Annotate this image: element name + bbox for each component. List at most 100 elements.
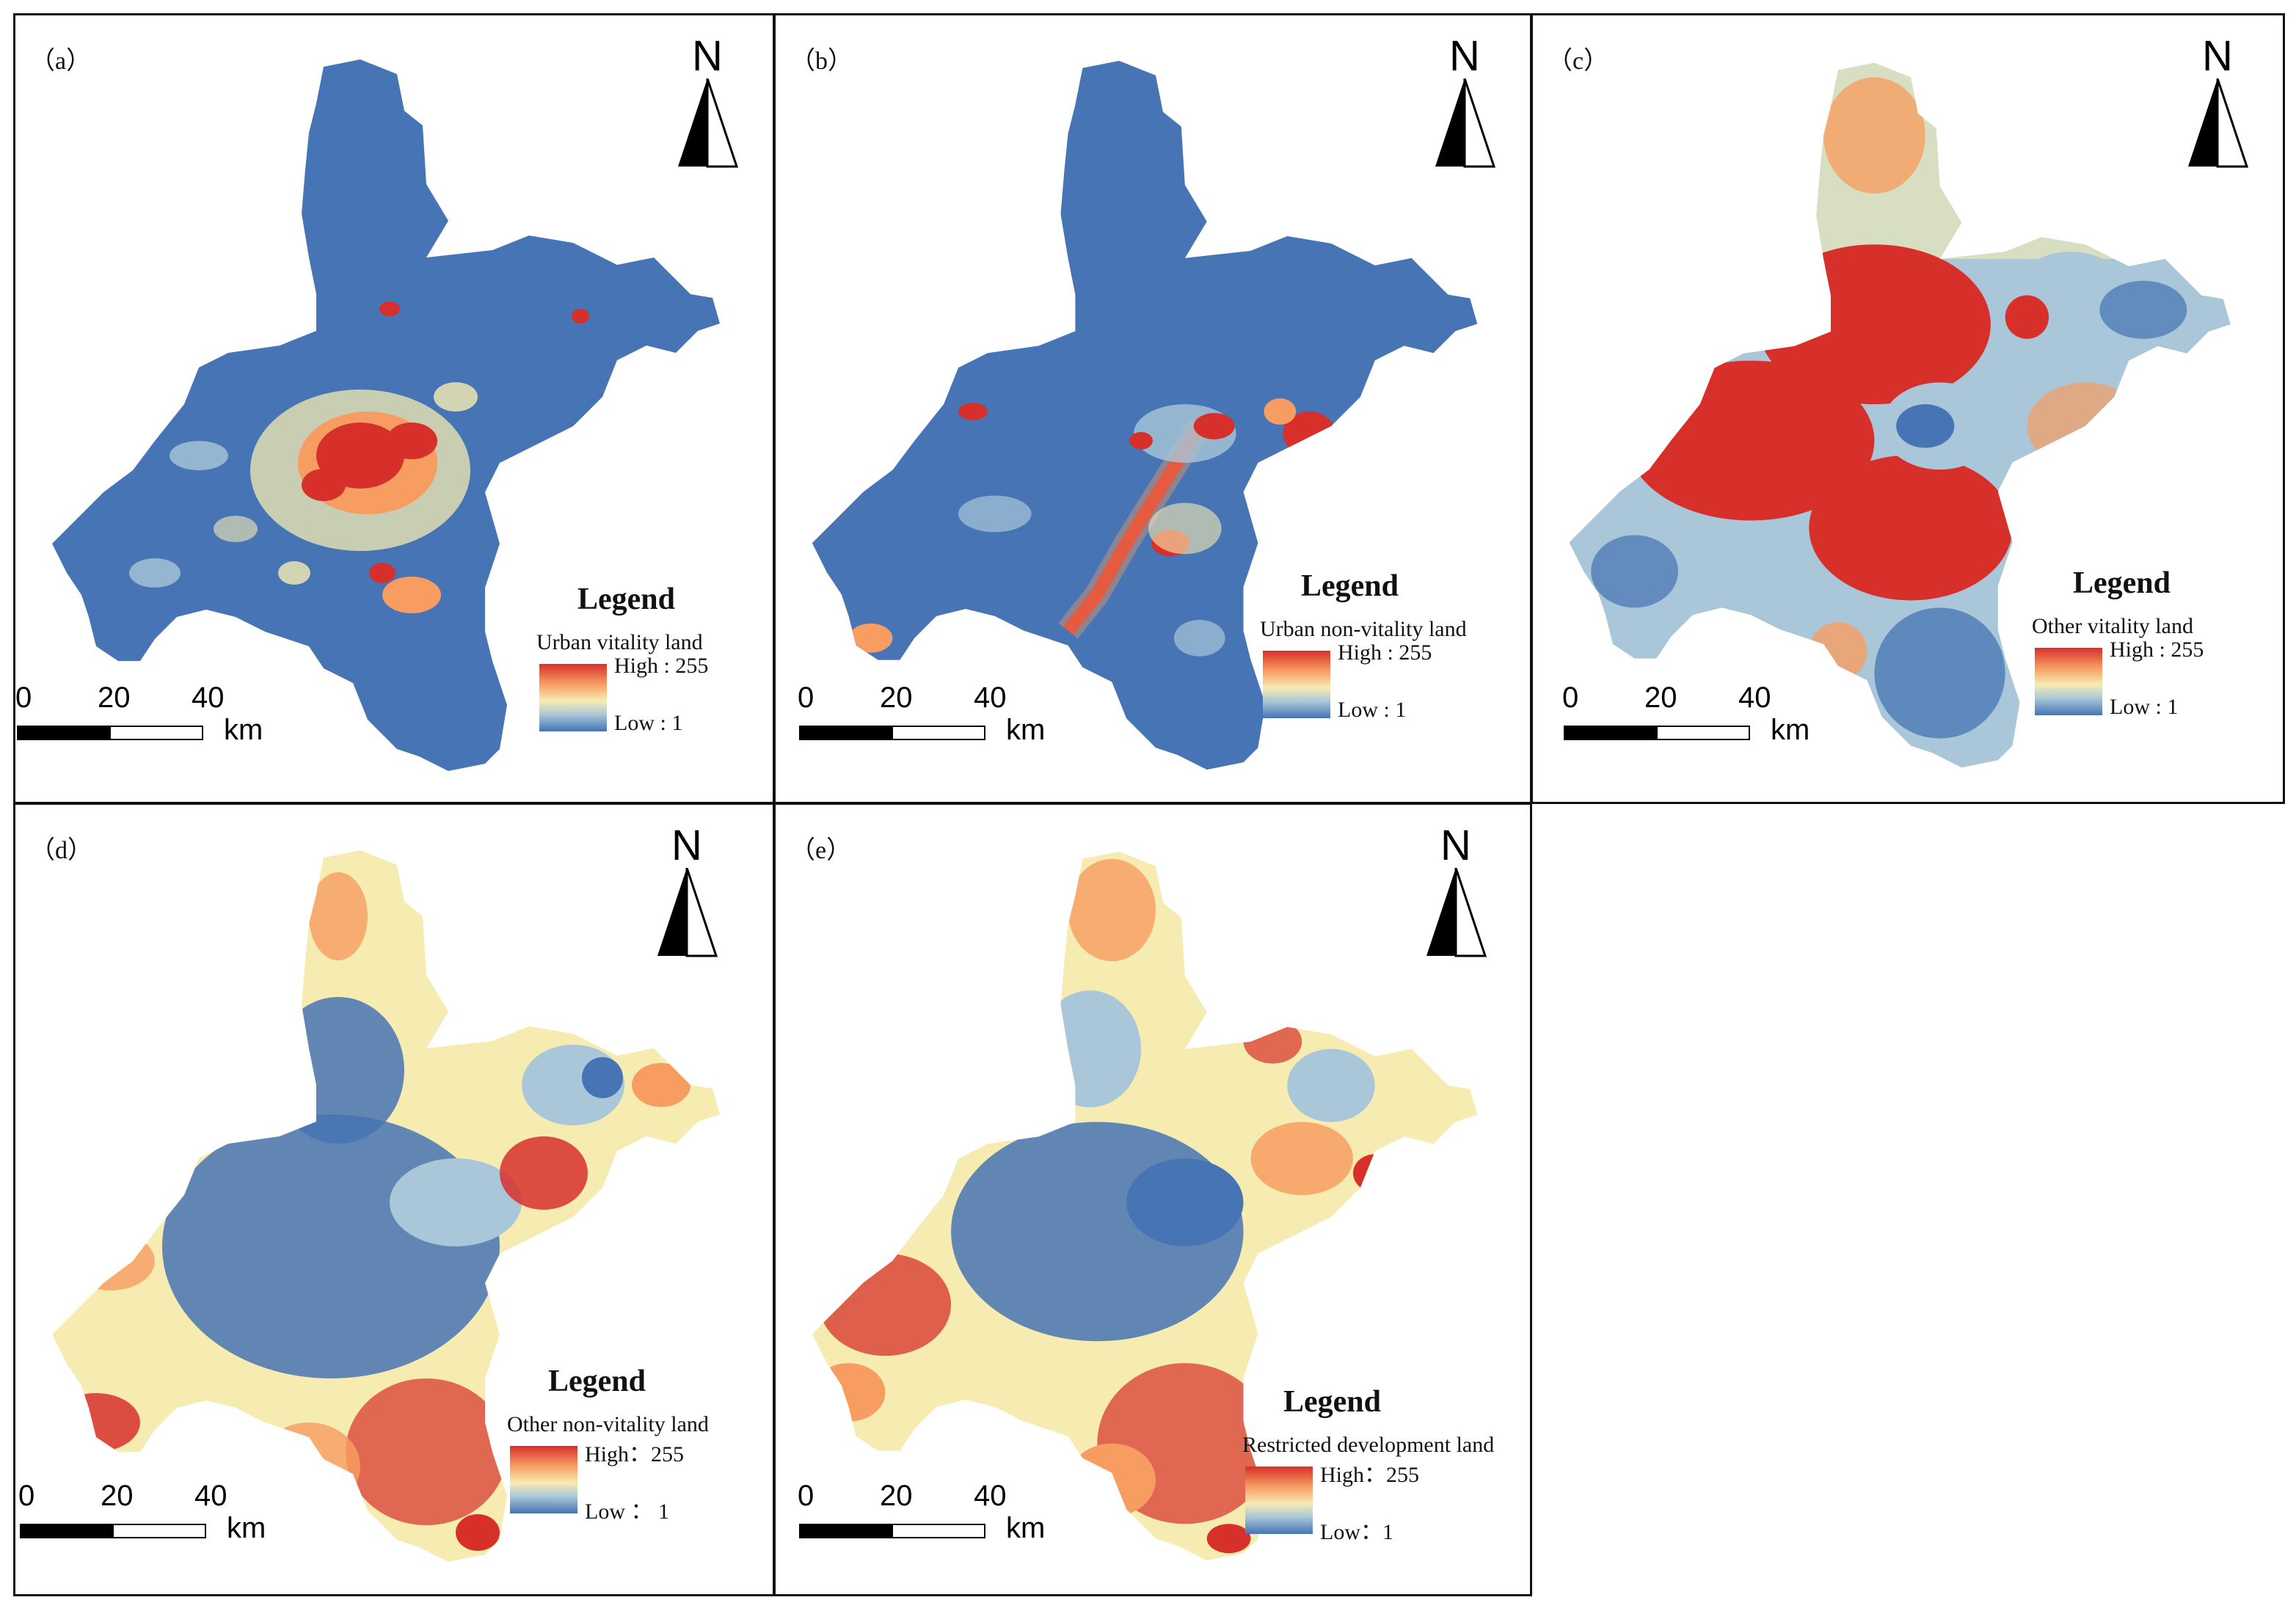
map-panel-a: （a） N Legend Urban vitality land High : … — [13, 13, 775, 804]
north-arrow-icon — [2188, 78, 2249, 168]
legend-title: Legend — [577, 582, 676, 616]
scale-segment-black — [1564, 726, 1658, 740]
panel-label-e: （e） — [790, 837, 852, 864]
scale-tick-0: 0 — [1562, 682, 1579, 714]
north-arrow-b: N — [1432, 34, 1498, 189]
north-letter: N — [692, 32, 723, 80]
legend-high-label: High : 255 — [2110, 638, 2204, 662]
legend-low-label: Low : 1 — [614, 711, 683, 735]
north-arrow-icon — [1435, 78, 1496, 168]
scale-segment-white — [112, 1524, 206, 1538]
map-panel-d: （d） N Legend Other non-vitality land Hig… — [13, 803, 775, 1596]
map-panel-b: （b） N Legend Urban non-vitality land Hig… — [773, 13, 1532, 804]
legend-c: Legend Other vitality land High : 255 Lo… — [2032, 566, 2267, 719]
legend-title: Legend — [1283, 1385, 1382, 1419]
scale-tick-0: 0 — [15, 682, 32, 714]
scale-bar-d: 0 20 40 km — [18, 1480, 283, 1560]
scale-tick-40: 40 — [1738, 682, 1771, 714]
panel-label-c: （c） — [1548, 48, 1609, 75]
scale-segment-white — [1656, 726, 1750, 740]
legend-ramp: High : 255 Low : 1 — [2032, 638, 2267, 719]
vitality-pattern-a — [129, 302, 589, 613]
legend-high-label: High : 255 — [614, 654, 709, 678]
legend-e: Legend Restricted development land High：… — [1242, 1384, 1495, 1544]
scale-tick-20: 20 — [1644, 682, 1677, 714]
scale-bar-b: 0 20 40 km — [798, 682, 1062, 762]
north-letter: N — [1449, 32, 1480, 80]
map-panel-c: （c） N Legend Other vitality land High : … — [1531, 13, 2285, 804]
panel-label-d: （d） — [30, 837, 92, 864]
legend-high-label: High : 255 — [1338, 640, 1432, 665]
north-arrow-a: N — [674, 34, 740, 189]
color-ramp-swatch — [510, 1446, 577, 1513]
north-letter: N — [1440, 822, 1471, 869]
scale-tick-40: 40 — [194, 1480, 227, 1512]
map-panel-e: （e） N Legend Restricted development land… — [773, 803, 1532, 1596]
scale-tick-20: 20 — [98, 682, 131, 714]
north-arrow-icon — [678, 78, 739, 168]
scale-unit: km — [1771, 714, 1810, 746]
legend-low-label: Low ： 1 — [585, 1499, 669, 1524]
scale-tick-20: 20 — [101, 1480, 134, 1512]
color-ramp-swatch — [539, 664, 607, 731]
legend-title: Legend — [2073, 566, 2171, 600]
scale-segment-black — [799, 1524, 893, 1538]
legend-b: Legend Urban non-vitality land High : 25… — [1260, 569, 1495, 722]
legend-ramp: High：255 Low ： 1 — [507, 1442, 742, 1524]
scale-bar-e: 0 20 40 km — [798, 1480, 1062, 1560]
legend-layer-name: Urban vitality land — [536, 630, 703, 654]
color-ramp-swatch — [1245, 1466, 1313, 1534]
scale-segment-white — [109, 726, 203, 740]
legend-low-label: Low : 1 — [1338, 698, 1407, 722]
legend-a: Legend Urban vitality land High : 255 Lo… — [536, 582, 771, 735]
scale-tick-40: 40 — [192, 682, 225, 714]
legend-layer-name: Urban non-vitality land — [1260, 617, 1467, 641]
legend-ramp: High : 255 Low : 1 — [536, 654, 771, 735]
scale-unit: km — [1006, 714, 1046, 746]
scale-segment-black — [799, 726, 893, 740]
legend-title: Legend — [1301, 569, 1399, 603]
wuhan-map-c — [1569, 62, 2231, 768]
legend-high-label: High：255 — [585, 1442, 684, 1466]
scale-tick-20: 20 — [880, 1480, 913, 1512]
wuhan-map-b — [812, 60, 1478, 770]
north-letter: N — [2202, 32, 2233, 80]
panel-label-b: （b） — [790, 48, 853, 75]
scale-segment-black — [20, 1524, 114, 1538]
legend-d: Legend Other non-vitality land High：255 … — [507, 1364, 742, 1524]
north-arrow-c: N — [2184, 34, 2251, 189]
north-arrow-icon — [657, 867, 718, 957]
legend-ramp: High：255 Low：1 — [1242, 1463, 1477, 1544]
legend-low-label: Low : 1 — [2110, 695, 2179, 719]
north-letter: N — [671, 822, 702, 869]
legend-low-label: Low：1 — [1320, 1520, 1393, 1544]
legend-title: Legend — [548, 1365, 646, 1398]
scale-segment-white — [892, 1524, 985, 1538]
legend-layer-name: Restricted development land — [1242, 1433, 1495, 1457]
scale-bar-a: 0 20 40 km — [15, 682, 280, 762]
north-arrow-d: N — [654, 824, 720, 978]
scale-tick-20: 20 — [880, 682, 913, 714]
scale-unit: km — [1006, 1512, 1046, 1544]
legend-layer-name: Other non-vitality land — [507, 1412, 709, 1436]
scale-tick-0: 0 — [798, 682, 814, 714]
scale-tick-0: 0 — [798, 1480, 814, 1512]
scale-unit: km — [224, 714, 263, 746]
legend-ramp: High : 255 Low : 1 — [1260, 640, 1495, 722]
scale-tick-40: 40 — [974, 1480, 1007, 1512]
legend-layer-name: Other vitality land — [2032, 614, 2193, 638]
wuhan-map-a — [52, 59, 720, 771]
color-ramp-swatch — [1263, 651, 1330, 718]
panel-label-a: （a） — [30, 48, 92, 75]
wuhan-map-d — [52, 850, 720, 1562]
scale-segment-black — [17, 726, 111, 740]
scale-tick-0: 0 — [18, 1480, 35, 1512]
legend-high-label: High：255 — [1320, 1463, 1419, 1487]
scale-segment-white — [892, 726, 985, 740]
scale-bar-c: 0 20 40 km — [1562, 682, 1826, 762]
scale-tick-40: 40 — [974, 682, 1007, 714]
color-ramp-swatch — [2035, 648, 2102, 715]
north-arrow-icon — [1426, 867, 1487, 957]
wuhan-map-e — [812, 851, 1478, 1561]
north-arrow-e: N — [1423, 824, 1489, 978]
